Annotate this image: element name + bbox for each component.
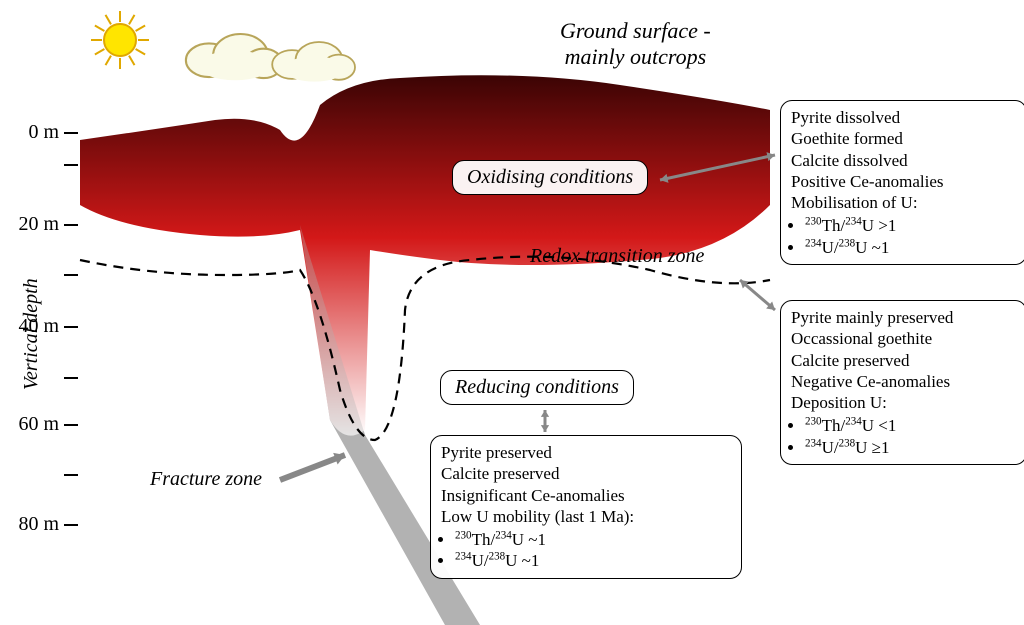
info-line: Occassional goethite	[791, 328, 1016, 349]
axis-tick-label: 0 m	[0, 121, 59, 144]
fracture-arrow	[280, 455, 345, 480]
info-line: Mobilisation of U:	[791, 192, 1016, 213]
info-line: Calcite preserved	[791, 350, 1016, 371]
info-bullet: 230Th/234U >1	[805, 215, 1016, 236]
info-line: Pyrite mainly preserved	[791, 307, 1016, 328]
info-line: Pyrite dissolved	[791, 107, 1016, 128]
info-line: Calcite preserved	[441, 463, 731, 484]
info-bullet: 234U/238U ≥1	[805, 437, 1016, 458]
redox-box: Pyrite mainly preservedOccassional goeth…	[780, 300, 1024, 465]
info-line: Low U mobility (last 1 Ma):	[441, 506, 731, 527]
info-bullet: 234U/238U ~1	[455, 550, 731, 571]
sun-ray-icon	[129, 15, 135, 25]
arrow-head-icon	[541, 410, 549, 417]
sun-ray-icon	[136, 26, 146, 32]
cloud-icon	[186, 34, 283, 80]
info-line: Deposition U:	[791, 392, 1016, 413]
oxidising-box: Pyrite dissolvedGoethite formedCalcite d…	[780, 100, 1024, 265]
sun-ray-icon	[136, 49, 146, 55]
axis-tick-label: 80 m	[0, 513, 59, 536]
fracture-zone-label: Fracture zone	[150, 468, 262, 491]
info-bullet: 230Th/234U <1	[805, 415, 1016, 436]
redox-zone-label: Redox transition zone	[530, 245, 704, 268]
diagram-root: 0 m20 m40 m60 m80 mVertical depthGround …	[0, 0, 1024, 625]
info-line: Calcite dissolved	[791, 150, 1016, 171]
info-line: Goethite formed	[791, 128, 1016, 149]
info-line: Negative Ce-anomalies	[791, 371, 1016, 392]
reducing-box: Pyrite preservedCalcite preservedInsigni…	[430, 435, 742, 579]
sun-ray-icon	[95, 26, 105, 32]
sun-ray-icon	[95, 49, 105, 55]
axis-tick-label: 60 m	[0, 413, 59, 436]
info-bullet: 230Th/234U ~1	[455, 529, 731, 550]
cloud-icon	[272, 42, 355, 82]
info-line: Pyrite preserved	[441, 442, 731, 463]
info-bullet: 234U/238U ~1	[805, 237, 1016, 258]
info-line: Positive Ce-anomalies	[791, 171, 1016, 192]
axis-tick-label: 20 m	[0, 213, 59, 236]
reducing-title: Reducing conditions	[440, 370, 634, 405]
sun-icon	[104, 24, 136, 56]
info-line: Insignificant Ce-anomalies	[441, 485, 731, 506]
axis-label: Vertical depth	[20, 278, 43, 390]
sun-ray-icon	[106, 15, 112, 25]
redox-boundary	[80, 257, 770, 440]
oxidising-title: Oxidising conditions	[452, 160, 648, 195]
sun-ray-icon	[106, 56, 112, 66]
sun-ray-icon	[129, 56, 135, 66]
arrow-head-icon	[541, 425, 549, 432]
ground-surface-label: Ground surface - mainly outcrops	[560, 18, 711, 70]
